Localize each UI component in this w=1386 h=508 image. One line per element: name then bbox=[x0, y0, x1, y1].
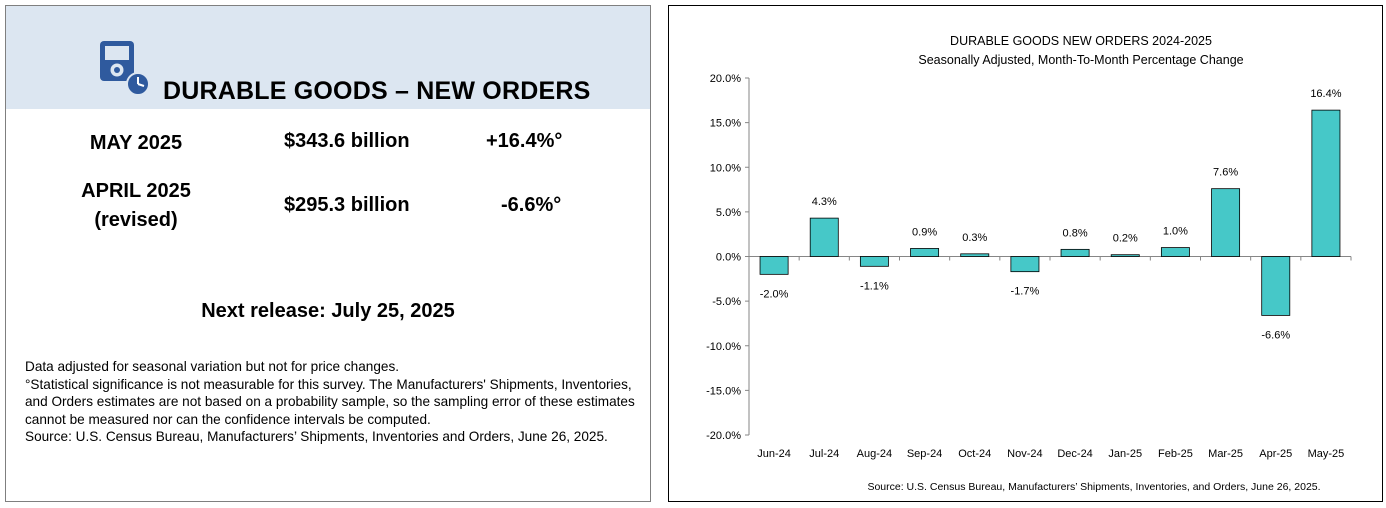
bar bbox=[759, 256, 789, 275]
y-tick-label: 5.0% bbox=[716, 207, 741, 219]
summary-header: DURABLE GOODS – NEW ORDERS bbox=[6, 6, 650, 109]
chart-axes: 20.0% 15.0% 10.0% 5.0% 0.0% -5.0% -10.0% -15.0%… bbox=[706, 73, 1352, 460]
data-label: 0.3% bbox=[962, 232, 987, 244]
data-label: -6.6% bbox=[1261, 329, 1290, 341]
y-tick-label: 10.0% bbox=[710, 162, 741, 174]
data-label: 1.0% bbox=[1163, 226, 1188, 238]
period-label-may: MAY 2025 bbox=[89, 132, 183, 154]
chart-bars bbox=[759, 109, 1341, 316]
chart-subtitle: Seasonally Adjusted, Month-To-Month Perc… bbox=[918, 53, 1243, 67]
footnote-adjustment: Data adjusted for seasonal variation but… bbox=[25, 359, 400, 374]
summary-panel: DURABLE GOODS – NEW ORDERS MAY 2025 $343… bbox=[5, 5, 651, 502]
x-tick-label: Jul-24 bbox=[809, 448, 839, 460]
value-may: $343.6 billion bbox=[284, 130, 410, 152]
chart-source: Source: U.S. Census Bureau, Manufacturer… bbox=[867, 481, 1320, 493]
bar bbox=[960, 253, 990, 257]
bar bbox=[809, 217, 839, 257]
x-tick-label: Feb-25 bbox=[1158, 448, 1193, 460]
next-release: Next release: July 25, 2025 bbox=[201, 300, 455, 322]
data-label: -1.7% bbox=[1011, 286, 1040, 298]
y-tick-label: 0.0% bbox=[716, 252, 741, 264]
bar bbox=[1110, 254, 1140, 257]
bar bbox=[910, 248, 940, 257]
period-note-revised: (revised) bbox=[94, 209, 178, 231]
summary-title: DURABLE GOODS – NEW ORDERS bbox=[163, 77, 591, 105]
x-tick-label: Aug-24 bbox=[857, 448, 892, 460]
data-label: -1.1% bbox=[860, 280, 889, 292]
x-tick-label: Nov-24 bbox=[1007, 448, 1042, 460]
y-tick-label: -20.0% bbox=[706, 430, 741, 442]
y-tick-label: -10.0% bbox=[706, 341, 741, 353]
data-label: 0.9% bbox=[912, 226, 937, 238]
data-label: 16.4% bbox=[1310, 88, 1341, 100]
x-tick-label: Mar-25 bbox=[1208, 448, 1243, 460]
bar bbox=[1010, 256, 1040, 273]
y-tick-label: -5.0% bbox=[712, 296, 741, 308]
data-label: 7.6% bbox=[1213, 167, 1238, 179]
bar bbox=[1311, 109, 1341, 257]
bar-chart: DURABLE GOODS NEW ORDERS 2024-2025 Seaso… bbox=[706, 34, 1352, 493]
x-tick-label: May-25 bbox=[1308, 448, 1345, 460]
y-tick-label: -15.0% bbox=[706, 385, 741, 397]
bar bbox=[1060, 248, 1090, 257]
clock-document-icon bbox=[100, 41, 150, 96]
footnote-significance: °Statistical significance is not measura… bbox=[25, 376, 635, 427]
x-tick-label: Dec-24 bbox=[1057, 448, 1092, 460]
change-april: -6.6%° bbox=[501, 194, 562, 216]
value-april: $295.3 billion bbox=[284, 194, 410, 216]
bar bbox=[1261, 256, 1291, 316]
x-tick-label: Jan-25 bbox=[1108, 448, 1142, 460]
data-label: 0.8% bbox=[1063, 227, 1088, 239]
change-may: +16.4%° bbox=[486, 130, 563, 152]
x-tick-label: Oct-24 bbox=[958, 448, 991, 460]
data-label: 4.3% bbox=[812, 196, 837, 208]
y-tick-label: 15.0% bbox=[710, 118, 741, 130]
footnote-source: Source: U.S. Census Bureau, Manufacturer… bbox=[25, 429, 608, 444]
chart-data-labels: -2.0% 4.3% -1.1% 0.9% 0.3% -1.7% 0.8% 0.2% 1.0% 7… bbox=[760, 88, 1342, 341]
bar bbox=[859, 256, 889, 267]
bar bbox=[1160, 247, 1190, 257]
data-label: -2.0% bbox=[760, 288, 789, 300]
chart-panel: DURABLE GOODS NEW ORDERS 2024-2025 Seaso… bbox=[668, 5, 1383, 502]
x-tick-label: Sep-24 bbox=[907, 448, 942, 460]
footnotes: Data adjusted for seasonal variation but… bbox=[25, 358, 635, 446]
period-label-april: APRIL 2025 bbox=[81, 180, 191, 202]
bar bbox=[1211, 188, 1241, 257]
data-label: 0.2% bbox=[1113, 233, 1138, 245]
chart-title: DURABLE GOODS NEW ORDERS 2024-2025 bbox=[950, 34, 1212, 48]
y-tick-label: 20.0% bbox=[710, 73, 741, 85]
x-tick-label: Jun-24 bbox=[757, 448, 791, 460]
x-tick-label: Apr-25 bbox=[1259, 448, 1292, 460]
